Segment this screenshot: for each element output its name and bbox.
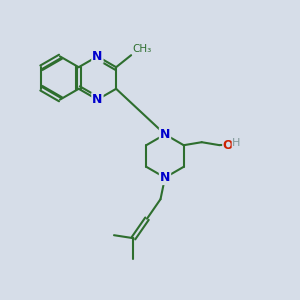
Text: CH₃: CH₃ (133, 44, 152, 54)
Text: N: N (160, 171, 170, 184)
Text: H: H (232, 138, 240, 148)
Text: N: N (92, 93, 103, 106)
Text: O: O (223, 139, 233, 152)
Text: N: N (92, 50, 103, 63)
Text: N: N (160, 128, 170, 141)
